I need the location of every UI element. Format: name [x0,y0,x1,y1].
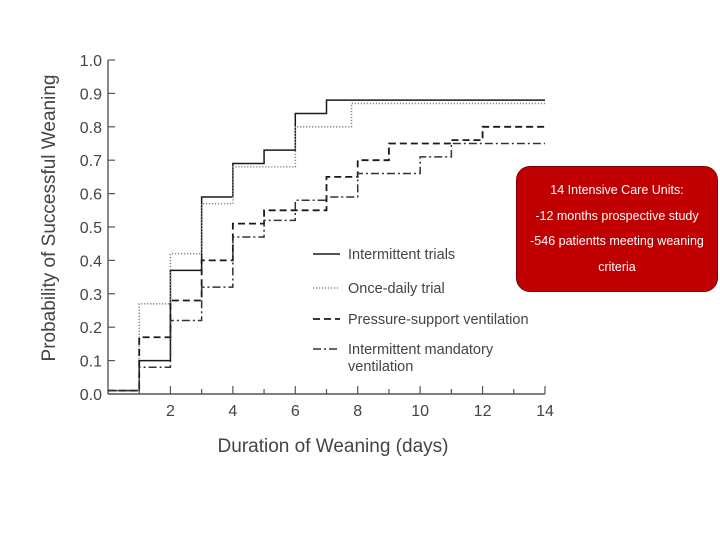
x-axis-label: Duration of Weaning (days) [218,436,449,457]
chart-axes: 0.0 0.1 0.2 0.3 0.4 0.5 0.6 0.7 0.8 0.9 1.0 2 4 6 8 10 1… [80,53,554,420]
chart-legend: Intermittent trials Once-daily trial Press… [313,247,529,375]
y-tick-label: 0.1 [80,354,102,371]
y-tick-label: 0.5 [80,220,102,237]
y-tick-label: 1.0 [80,53,102,70]
study-info-callout: 14 Intensive Care Units: -12 months pros… [516,166,718,292]
y-tick-label: 0.3 [80,287,102,304]
legend-label-4-line-1: Intermittent mandatory [348,342,494,358]
y-tick-label: 0.4 [80,253,102,270]
y-tick-label: 0.6 [80,187,102,204]
callout-line-3: -546 patientts meeting weaning [530,234,704,248]
x-tick-label: 14 [536,403,554,420]
legend-label-4-line-2: ventilation [348,359,413,375]
x-tick-label: 6 [291,403,300,420]
y-tick-label: 0.2 [80,320,102,337]
y-tick-label: 0.8 [80,120,102,137]
legend-label-3: Pressure-support ventilation [348,312,529,328]
x-tick-label: 12 [474,403,492,420]
callout-line-1: 14 Intensive Care Units: [550,183,684,197]
series-line-4 [108,142,545,392]
legend-label-1: Intermittent trials [348,247,455,263]
series-line-2 [108,102,545,392]
series-line-3 [108,125,545,392]
callout-line-2: -12 months prospective study [535,208,699,223]
y-tick-label: 0.9 [80,86,102,103]
y-axis-label: Probability of Successful Weaning [39,75,60,362]
chart-series [108,99,545,392]
legend-label-2: Once-daily trial [348,281,445,297]
x-tick-label: 4 [228,403,237,420]
x-tick-label: 10 [411,403,429,420]
series-line-1 [108,99,545,392]
callout-line-4: criteria [598,259,636,274]
x-tick-label: 8 [353,403,362,420]
y-tick-label: 0.7 [80,153,102,170]
y-tick-label: 0.0 [80,387,102,404]
x-tick-label: 2 [166,403,175,420]
